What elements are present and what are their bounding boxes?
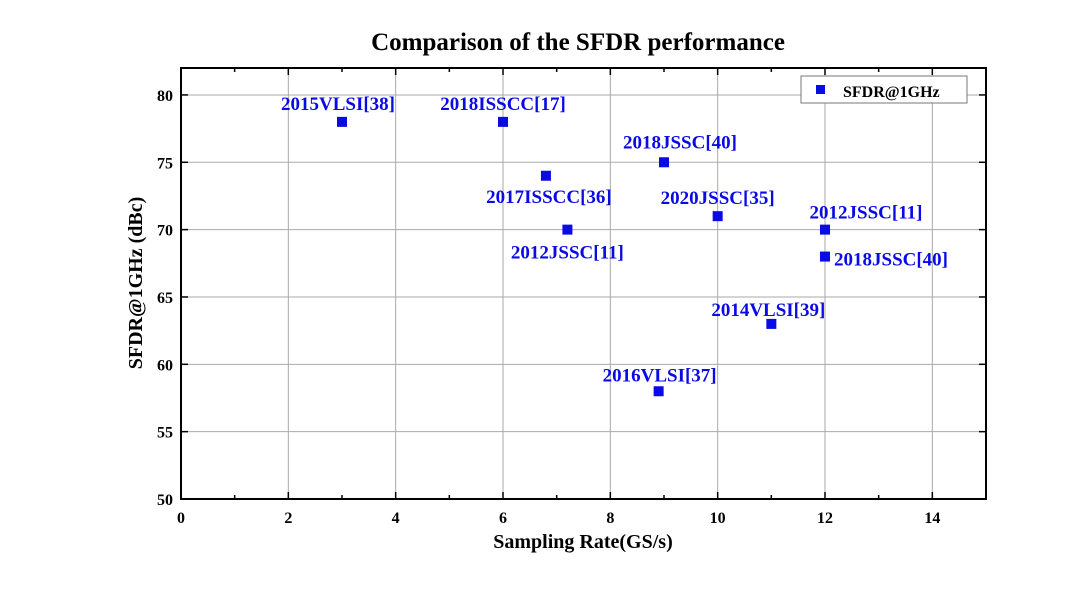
x-tick-label: 10	[710, 510, 726, 527]
x-tick-label: 8	[606, 510, 614, 527]
x-tick-label: 6	[499, 510, 507, 527]
y-axis-label: SFDR@1GHz (dBc)	[125, 197, 147, 369]
data-point	[540, 170, 551, 181]
y-tick-label: 55	[157, 425, 173, 442]
chart-title: Comparison of the SFDR performance	[371, 29, 785, 56]
y-tick-label: 60	[157, 357, 173, 374]
y-tick-label: 50	[157, 492, 173, 509]
data-point	[653, 386, 664, 397]
data-label: 2018JSSC[40]	[834, 250, 948, 271]
x-tick-label: 4	[392, 510, 400, 527]
data-point	[659, 157, 669, 168]
data-label: 2017ISSCC[36]	[486, 187, 612, 208]
legend-marker	[816, 85, 825, 94]
x-tick-label: 12	[817, 510, 833, 527]
y-tick-label: 80	[157, 88, 173, 105]
data-label: 2014VLSI[39]	[711, 300, 825, 321]
data-label: 2015VLSI[38]	[281, 94, 395, 115]
data-point	[712, 211, 723, 222]
grid	[181, 68, 986, 499]
data-point	[766, 318, 777, 329]
data-point	[820, 251, 830, 262]
y-tick-label: 75	[157, 155, 173, 172]
x-tick-label: 14	[924, 510, 940, 527]
data-point	[562, 224, 573, 235]
data-label: 2016VLSI[37]	[603, 365, 717, 386]
x-axis-label: Sampling Rate(GS/s)	[493, 531, 672, 553]
data-point	[820, 224, 830, 235]
data-point	[337, 116, 347, 127]
data-label: 2012JSSC[11]	[511, 243, 624, 264]
ticks: 0 2 4 6 8 10 12 14 50 55 60 65 70 75 80	[157, 68, 986, 527]
x-tick-label: 0	[177, 510, 185, 527]
legend: SFDR@1GHz	[800, 75, 968, 104]
legend-box	[800, 75, 968, 104]
x-tick-label: 2	[284, 510, 292, 527]
y-tick-label: 70	[157, 223, 173, 240]
data-points: 2015VLSI[38] 2018ISSCC[17] 2018JSSC[40] 201…	[281, 94, 948, 397]
y-tick-label: 65	[157, 290, 173, 307]
data-label: 2018ISSCC[17]	[440, 94, 566, 115]
data-point	[498, 116, 508, 127]
data-label: 2020JSSC[35]	[661, 188, 775, 209]
plot-frame	[180, 67, 987, 500]
data-label: 2012JSSC[11]	[810, 203, 923, 224]
data-label: 2018JSSC[40]	[623, 132, 737, 153]
legend-label: SFDR@1GHz	[843, 84, 940, 101]
